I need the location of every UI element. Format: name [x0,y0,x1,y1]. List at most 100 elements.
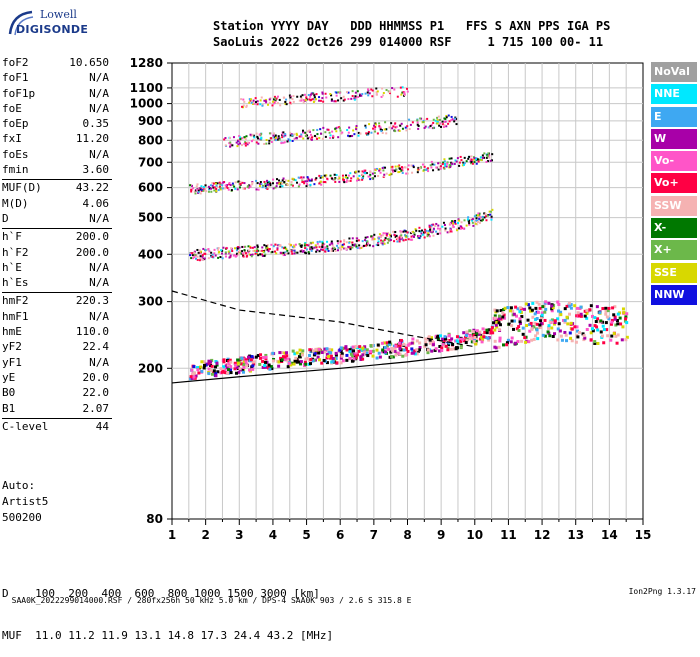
echo-point [266,244,269,247]
echo-point [505,341,509,345]
echo-point [475,219,478,222]
echo-point [615,319,619,323]
echo-point [366,91,369,94]
echo-point [311,359,315,363]
echo-point [294,243,297,246]
echo-point [596,317,600,321]
echo-point [408,127,411,130]
echo-point [380,236,383,239]
echo-point [217,256,220,259]
echo-point [404,166,407,169]
echo-point [552,322,556,326]
echo-point [359,355,363,359]
param-value: 2.07 [82,401,110,415]
echo-point [443,337,447,341]
echo-point [234,363,238,367]
echo-point [278,244,281,247]
echo-point [210,187,213,190]
echo-point [259,181,262,184]
echo-point [384,232,387,235]
echo-point [293,245,296,248]
echo-point [454,159,457,162]
echo-point [332,178,335,181]
echo-point [283,358,287,362]
echo-point [593,324,597,328]
echo-point [329,174,332,177]
x-tick-label: 13 [567,528,584,542]
echo-point [345,91,348,94]
echo-point [264,360,268,364]
echo-point [331,130,334,133]
echo-point [566,322,570,326]
echo-point [609,338,613,342]
echo-point [241,245,244,248]
echo-point [226,363,230,367]
echo-point [315,351,319,355]
echo-point [436,116,439,119]
param-value: 43.22 [75,181,109,195]
echo-point [355,179,358,182]
echo-point [289,96,292,99]
echo-point [426,348,430,352]
echo-point [196,368,200,372]
echo-point [501,311,505,315]
echo-point [330,98,333,101]
echo-point [406,231,409,234]
echo-point [325,96,328,99]
echo-point [291,246,294,249]
echo-point [434,225,437,228]
echo-point [351,237,354,240]
echo-point [369,173,372,176]
echo-point [351,90,354,93]
echo-point [214,374,218,378]
echo-point [307,94,310,97]
echo-point [393,88,396,91]
echo-point [302,180,305,183]
echo-point [326,247,329,250]
echo-point [454,116,457,119]
echo-point [556,338,560,342]
echo-point [264,355,268,359]
echo-point [208,188,211,191]
echo-point [430,339,434,343]
echo-point [382,232,385,235]
param-row: M(D) 4.06 [2,197,112,212]
echo-point [489,331,493,335]
echo-point [270,243,273,246]
echo-point [543,318,547,322]
echo-point [470,161,473,164]
echo-point [535,322,539,326]
echo-point [430,336,434,340]
echo-point [618,316,622,320]
echo-point [413,235,416,238]
echo-point [255,188,258,191]
echo-point [468,223,471,226]
echo-point [443,158,446,161]
echo-point [450,119,453,122]
profile-line [171,350,499,384]
echo-point [246,185,249,188]
echo-point [487,338,491,342]
echo-point [441,337,445,341]
echo-point [378,233,381,236]
echo-point [616,312,620,316]
echo-point [237,253,240,256]
echo-point [410,347,414,351]
echo-point [374,175,377,178]
echo-point [229,145,232,148]
echo-point [428,341,432,345]
echo-point [591,329,595,333]
echo-point [481,154,484,157]
echo-point [215,184,218,187]
echo-point [279,251,282,254]
echo-point [233,247,236,250]
echo-point [541,333,545,337]
muf-row: MUF 11.0 11.2 11.9 13.1 14.8 17.3 24.4 4… [2,629,334,642]
echo-point [479,335,483,339]
echo-point [336,240,339,243]
echo-point [345,241,348,244]
echo-point [438,165,441,168]
echo-point [473,336,477,340]
echo-point [222,360,226,364]
echo-point [509,306,513,310]
